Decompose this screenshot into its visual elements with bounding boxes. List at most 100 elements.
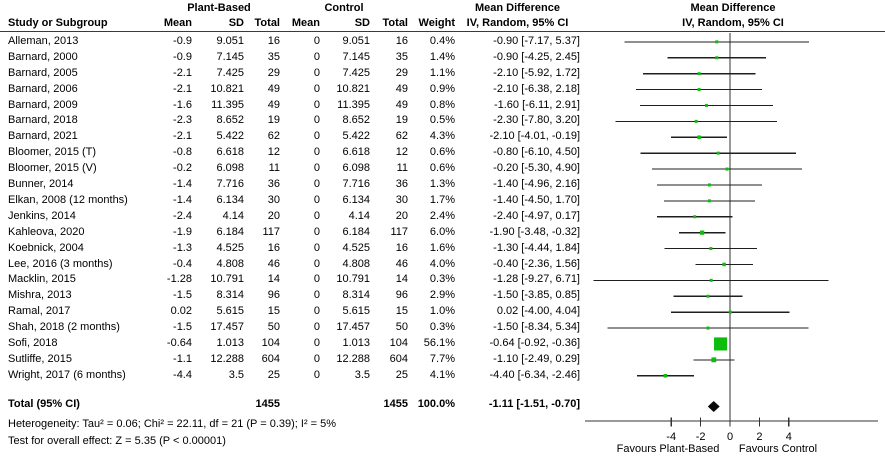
weight-cell: 2.4% [429, 209, 455, 222]
study-name-cell: Sofi, 2018 [8, 337, 58, 349]
point-estimate-square [693, 215, 697, 219]
weight-cell: 4.3% [429, 130, 455, 143]
ci-value-cell: -2.40 [-4.97, 0.17] [493, 209, 580, 222]
point-estimate-square [697, 88, 701, 92]
study-name-cell: Jenkins, 2014 [8, 209, 76, 222]
total-weight: 100.0% [417, 398, 455, 410]
control-mean-cell: 0 [313, 289, 320, 302]
plant-sd-cell: 6.184 [216, 225, 244, 238]
heterogeneity-text: Heterogeneity: Tau² = 0.06; Chi² = 22.11… [8, 418, 337, 430]
plant-total-cell: 35 [267, 50, 280, 63]
control-mean-cell: 0 [313, 146, 320, 159]
study-row: Bloomer, 2015 (T) -0.8 6.618 12 0 6.618 12 0.6%… [0, 145, 585, 161]
plant-mean-cell: -2.1 [173, 82, 192, 95]
control-mean-cell: 0 [313, 130, 320, 143]
weight-cell: 1.3% [429, 178, 455, 190]
plant-total-cell: 604 [261, 352, 280, 365]
control-total-cell: 49 [395, 82, 408, 95]
study-name-cell: Elkan, 2008 (12 months) [8, 193, 128, 206]
ci-value-cell: -1.30 [-4.44, 1.84] [493, 241, 580, 254]
favours-left-label: Favours Plant-Based [617, 443, 720, 455]
control-total-cell: 117 [390, 225, 408, 238]
control-sd-cell: 6.134 [342, 193, 370, 206]
study-row: Elkan, 2008 (12 months) -1.4 6.134 30 0 6.134… [0, 193, 585, 209]
study-name-cell: Barnard, 2018 [8, 114, 78, 127]
plant-mean-cell: -1.4 [173, 178, 192, 190]
control-total-cell: 12 [395, 146, 408, 159]
control-mean-cell: 0 [313, 114, 320, 127]
study-name-cell: Alleman, 2013 [8, 34, 79, 47]
control-sd-cell: 6.184 [342, 225, 370, 238]
plant-mean-cell: -2.3 [173, 114, 192, 127]
overall-effect-text: Test for overall effect: Z = 5.35 (P < 0… [8, 435, 226, 447]
study-name-cell: Shah, 2018 (2 months) [8, 321, 120, 334]
ci-value-cell: -1.28 [-9.27, 6.71] [493, 273, 580, 286]
study-name-cell: Wright, 2017 (6 months) [8, 368, 126, 381]
control-mean-cell: 0 [313, 305, 320, 318]
control-total-cell: 36 [395, 178, 408, 190]
control-sd-cell: 7.145 [342, 50, 370, 63]
plant-sd-cell: 4.525 [216, 241, 244, 254]
plant-total-cell: 30 [267, 193, 280, 206]
point-estimate-square [711, 357, 717, 363]
control-mean-cell: 0 [313, 50, 320, 63]
weight-cell: 0.5% [429, 114, 455, 127]
plant-sd-cell: 7.425 [216, 66, 244, 79]
ci-value-cell: -0.90 [-4.25, 2.45] [493, 50, 580, 63]
total-n-control: 1455 [383, 398, 408, 410]
plant-total-cell: 14 [267, 273, 280, 286]
plant-mean-cell: -0.64 [166, 337, 192, 349]
study-row: Jenkins, 2014 -2.4 4.14 20 0 4.14 20 2.4% -2.40 … [0, 209, 585, 225]
plant-sd-cell: 17.457 [210, 321, 244, 334]
plant-total-cell: 49 [267, 98, 280, 111]
weight-cell: 1.4% [429, 50, 455, 63]
point-estimate-square [697, 135, 701, 140]
plant-mean-cell: -0.8 [173, 146, 192, 159]
control-sd-cell: 7.716 [342, 178, 370, 190]
ci-value-cell: -0.20 [-5.30, 4.90] [493, 162, 580, 175]
control-total-cell: 29 [395, 66, 408, 79]
plant-total-cell: 104 [261, 337, 280, 349]
study-row: Wright, 2017 (6 months) -4.4 3.5 25 0 3.5 25 4.… [0, 368, 585, 384]
control-total-cell: 25 [395, 368, 408, 381]
control-sd-cell: 4.525 [342, 241, 370, 254]
plant-sd-cell: 7.716 [216, 178, 244, 190]
control-sd-cell: 8.314 [342, 289, 370, 302]
plant-total-cell: 25 [267, 368, 280, 381]
ci-value-cell: -1.40 [-4.50, 1.70] [493, 193, 580, 206]
plant-sd-cell: 12.288 [210, 352, 244, 365]
point-estimate-square [663, 373, 668, 378]
control-mean-cell: 0 [313, 34, 320, 47]
study-name-cell: Mishra, 2013 [8, 289, 72, 302]
plant-mean-cell: -1.1 [173, 352, 192, 365]
total-ci-value: -1.11 [-1.51, -0.70] [488, 398, 580, 410]
plant-sd-cell: 11.395 [211, 98, 244, 111]
plant-sd-cell: 4.808 [216, 257, 244, 270]
weight-cell: 56.1% [423, 337, 455, 349]
study-name-cell: Bloomer, 2015 (V) [8, 162, 97, 175]
control-mean-cell: 0 [313, 241, 320, 254]
plant-sd-cell: 6.098 [216, 162, 244, 175]
weight-cell: 2.9% [429, 289, 455, 302]
plant-mean-cell: -2.4 [173, 209, 192, 222]
control-sd-cell: 11.395 [337, 98, 370, 111]
plant-mean-cell: -1.5 [173, 321, 192, 334]
study-row: Mishra, 2013 -1.5 8.314 96 0 8.314 96 2.9% -1.50… [0, 288, 585, 304]
plant-total-cell: 12 [267, 146, 280, 159]
control-mean-cell: 0 [313, 193, 320, 206]
plant-mean-cell: -1.6 [173, 98, 192, 111]
total-n-plant: 1455 [255, 398, 280, 410]
point-estimate-square [706, 294, 710, 298]
group-header-plant-based: Plant-Based [187, 2, 251, 14]
control-total-cell: 50 [395, 321, 408, 334]
plant-sd-cell: 8.652 [216, 114, 244, 127]
plant-sd-cell: 3.5 [228, 368, 244, 381]
control-mean-cell: 0 [313, 337, 320, 349]
plant-mean-cell: -4.4 [173, 368, 192, 381]
control-total-cell: 96 [395, 289, 408, 302]
control-total-cell: 20 [395, 209, 408, 222]
control-sd-cell: 6.098 [342, 162, 370, 175]
plant-mean-cell: -2.1 [173, 130, 192, 143]
axis-tick-label: -4 [666, 431, 676, 443]
